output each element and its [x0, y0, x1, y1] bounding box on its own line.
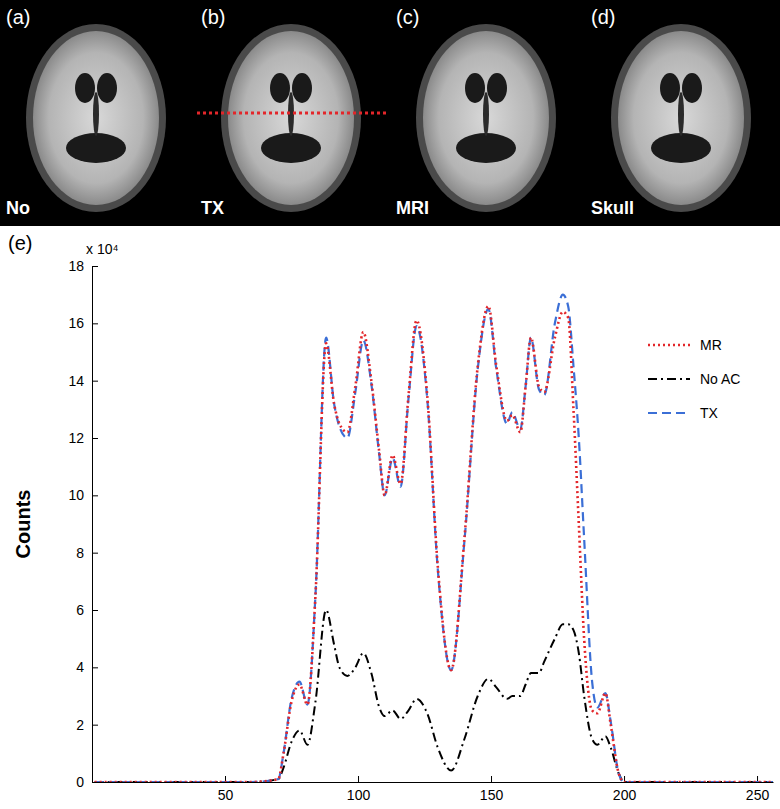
ventricle: [651, 133, 711, 163]
ventricle: [66, 133, 126, 163]
tick-label: 8: [76, 545, 84, 561]
ventricle: [75, 73, 95, 103]
brain-panel: (c) MRI: [396, 6, 556, 218]
ventricle: [97, 73, 117, 103]
panel-tag: (e): [8, 232, 32, 254]
tick-label: 6: [76, 602, 84, 618]
tick-mark: [92, 266, 98, 267]
legend-label: MR: [700, 337, 722, 353]
legend: MR No AC TX: [648, 337, 740, 421]
tick-label: 150: [480, 787, 504, 803]
tick: 12: [68, 430, 98, 446]
y-axis-title: Counts: [12, 490, 34, 559]
ventricle: [465, 73, 485, 103]
tick-mark: [92, 610, 98, 611]
series-line: [95, 295, 773, 782]
y-axis: 0 2 4 6 8 10 12 14 16 18: [68, 258, 98, 790]
scalp: [611, 24, 751, 212]
tick: 100: [347, 776, 371, 803]
tick-label: 100: [347, 787, 371, 803]
tick-mark: [92, 323, 98, 324]
ventricle: [456, 133, 516, 163]
tick-label: 2: [76, 717, 84, 733]
image-background: [0, 0, 780, 226]
tick-label: 200: [613, 787, 637, 803]
tick-label: 4: [76, 659, 84, 675]
brain: [618, 31, 744, 205]
ventricle: [487, 73, 507, 103]
midline: [483, 92, 489, 136]
series-line: [95, 610, 773, 782]
panel-label: TX: [201, 198, 224, 218]
tick: 16: [68, 315, 98, 331]
tick-mark: [491, 776, 492, 782]
tick: 14: [68, 373, 98, 389]
brain-panel: (d) Skull: [591, 6, 751, 218]
ventricle: [682, 73, 702, 103]
figure: (a) No (b) TX (c) MRI (d) Skull 50 100 150 200 250 0 2…: [0, 0, 780, 809]
tick: 2: [76, 717, 98, 733]
tick-mark: [92, 381, 98, 382]
scalp: [416, 24, 556, 212]
tick-mark: [92, 438, 98, 439]
ventricle: [270, 73, 290, 103]
tick-label: 14: [68, 373, 84, 389]
tick-mark: [92, 553, 98, 554]
image-strip: (a) No (b) TX (c) MRI (d) Skull: [0, 0, 780, 226]
tick: 18: [68, 258, 98, 274]
tick-mark: [358, 776, 359, 782]
brain-panel: (a) No: [6, 6, 166, 218]
tick-mark: [92, 667, 98, 668]
tick: 150: [480, 776, 504, 803]
series-line: [95, 306, 773, 782]
brain: [33, 31, 159, 205]
plot-area: [95, 295, 773, 782]
tick-label: 12: [68, 430, 84, 446]
tick-label: 250: [746, 787, 770, 803]
tick-label: 50: [218, 787, 234, 803]
tick: 10: [68, 487, 98, 503]
legend-swatch: [648, 344, 690, 347]
panel-tag: (b): [201, 6, 225, 28]
legend-label: No AC: [700, 371, 740, 387]
brain: [423, 31, 549, 205]
panel-tag: (a): [6, 6, 30, 28]
tick-label: 16: [68, 315, 84, 331]
tick-label: 10: [68, 487, 84, 503]
ventricle: [292, 73, 312, 103]
panel-label: Skull: [591, 198, 634, 218]
legend-swatch: [648, 412, 690, 414]
midline: [93, 92, 99, 136]
background: [0, 0, 780, 809]
legend-label: TX: [700, 405, 719, 421]
tick-label: 0: [76, 774, 84, 790]
tick-mark: [92, 495, 98, 496]
y-multiplier: x 10⁴: [86, 241, 118, 257]
panel-label: No: [6, 198, 30, 218]
tick: 200: [613, 776, 637, 803]
legend-swatch: [648, 378, 690, 380]
ventricle: [660, 73, 680, 103]
ventricle: [261, 133, 321, 163]
axis-line: [92, 267, 93, 783]
tick-mark: [92, 725, 98, 726]
tick: 8: [76, 545, 98, 561]
axis-line: [93, 782, 774, 783]
tick: 50: [218, 776, 234, 803]
tick: 6: [76, 602, 98, 618]
tick-mark: [92, 782, 98, 783]
brain: [228, 31, 354, 205]
panel-label: MRI: [396, 198, 429, 218]
x-axis: 50 100 150 200 250: [93, 776, 774, 803]
midline: [678, 92, 684, 136]
tick-label: 18: [68, 258, 84, 274]
tick: 250: [746, 776, 770, 803]
profile-line: [197, 112, 388, 115]
tick: 4: [76, 659, 98, 675]
panel-tag: (c): [396, 6, 419, 28]
panel-tag: (d): [591, 6, 615, 28]
scalp: [26, 24, 166, 212]
scalp: [221, 24, 361, 212]
